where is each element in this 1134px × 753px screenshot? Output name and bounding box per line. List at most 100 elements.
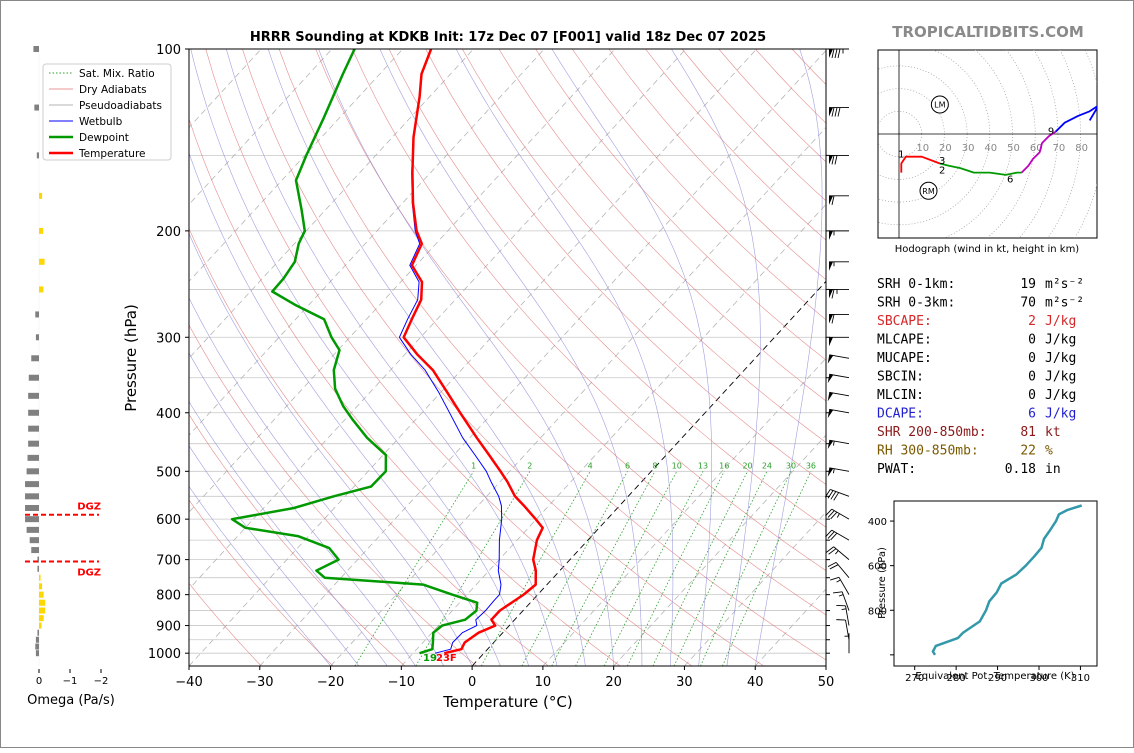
wind-barb-flag <box>828 468 834 477</box>
wind-barb <box>825 489 849 500</box>
index-value: 6 <box>1028 407 1036 422</box>
pseudoadiabat <box>68 164 359 666</box>
mixing-ratio-label: 30 <box>786 461 796 470</box>
hodograph-height-label: 6 <box>1007 174 1013 185</box>
mixing-ratio-label: 6 <box>625 461 630 470</box>
surface-temp-label: 23F <box>436 653 457 664</box>
theta-e-plot <box>933 506 1082 655</box>
omega-bar <box>39 608 45 614</box>
omega-bar <box>25 493 39 499</box>
index-unit: J/kg <box>1045 314 1076 329</box>
temperature-axis-label: Temperature (°C) <box>442 693 572 711</box>
omega-bar <box>25 505 39 511</box>
omega-bar <box>36 650 39 656</box>
chart-title: HRRR Sounding at KDKB Init: 17z Dec 07 [… <box>250 30 766 45</box>
omega-bar <box>39 193 42 199</box>
theta-e-frame <box>894 501 1097 666</box>
wind-barb-full <box>835 108 837 117</box>
pseudoadiabat <box>163 62 501 666</box>
index-label: SRH 0-3km: <box>877 296 955 311</box>
isotherm-line <box>118 49 686 666</box>
pressure-tick-label: 500 <box>156 465 181 480</box>
temperature-tick-label: −20 <box>317 675 344 690</box>
wind-barb-flag <box>828 409 834 418</box>
pressure-axis-label: Pressure (hPa) <box>122 304 140 412</box>
wind-barb <box>829 289 849 298</box>
wind-barb-flag <box>829 262 833 271</box>
hodograph-ring-label: 40 <box>984 143 997 154</box>
pressure-tick-label: 400 <box>156 407 181 422</box>
hodograph-ring-label: 50 <box>1007 143 1020 154</box>
wind-barb <box>829 337 849 346</box>
wind-barb-half <box>833 469 834 473</box>
pseudoadiabat <box>102 128 415 666</box>
temperature-tick-label: 40 <box>747 675 764 690</box>
legend-label: Dewpoint <box>79 132 129 144</box>
omega-bar <box>27 468 39 474</box>
temperature-tick-label: −30 <box>246 675 273 690</box>
wind-barb <box>828 409 849 418</box>
hodograph-ring-label: 20 <box>939 143 952 154</box>
pressure-tick-label: 600 <box>156 513 181 528</box>
omega-bar <box>25 481 39 487</box>
omega-bar <box>39 286 43 292</box>
pressure-tick-label: 900 <box>156 620 181 635</box>
omega-bar <box>39 575 41 581</box>
mixing-ratio-label: 36 <box>806 461 816 470</box>
isotherm-line <box>189 49 757 666</box>
omega-tick-label: −1 <box>63 676 78 687</box>
wind-barb <box>833 592 849 611</box>
dry-adiabat <box>169 49 620 666</box>
omega-bar <box>28 441 39 447</box>
index-label: MLCIN: <box>877 388 924 403</box>
wind-barb <box>829 108 849 117</box>
hodograph-ring-label: 10 <box>916 143 929 154</box>
omega-bar <box>28 393 39 399</box>
pseudoadiabat <box>268 49 585 666</box>
wind-barb-half <box>835 551 838 554</box>
index-unit: m²s⁻² <box>1045 277 1084 292</box>
skewt-plot-frame <box>189 49 826 666</box>
legend-label: Wetbulb <box>79 116 123 128</box>
omega-bar <box>39 623 41 629</box>
index-value: 70 <box>1020 296 1036 311</box>
dry-adiabat <box>206 49 692 666</box>
wind-barb <box>828 355 849 364</box>
mixing-ratio-line <box>653 471 748 666</box>
wind-barb-half <box>842 609 846 610</box>
wind-barb <box>826 547 849 560</box>
omega-bar <box>27 527 39 533</box>
wind-barb <box>829 314 849 323</box>
omega-bar <box>39 228 43 234</box>
mixing-ratio-label: 10 <box>672 461 682 470</box>
legend-label: Temperature <box>78 148 146 160</box>
index-value: 0 <box>1028 370 1036 385</box>
index-label: SRH 0-1km: <box>877 277 955 292</box>
index-label: DCAPE: <box>877 407 924 422</box>
index-value: 0 <box>1028 388 1036 403</box>
omega-tick-label: 0 <box>36 676 42 687</box>
wind-barb <box>829 196 849 205</box>
hodograph-ring-label: 70 <box>1053 143 1066 154</box>
omega-bar <box>37 566 39 572</box>
wind-barb <box>836 605 849 625</box>
hodograph-marker-label: RM <box>922 187 935 196</box>
mixing-ratio-line <box>722 471 811 666</box>
mixing-ratio-label: 4 <box>588 461 593 470</box>
omega-bar <box>39 600 45 606</box>
pseudoadiabat <box>141 86 472 666</box>
index-value: 0 <box>1028 351 1036 366</box>
wind-barb <box>825 509 849 519</box>
pseudoadiabat <box>671 49 760 666</box>
pressure-tick-label: 200 <box>156 225 181 240</box>
hodograph-ring-label: 80 <box>1075 143 1088 154</box>
wind-barb <box>828 468 849 477</box>
omega-tick-label: −2 <box>94 676 109 687</box>
wind-barb-flag <box>828 392 834 401</box>
wind-barb <box>829 155 849 164</box>
temperature-tick-label: 50 <box>818 675 835 690</box>
wind-barb <box>836 620 849 640</box>
